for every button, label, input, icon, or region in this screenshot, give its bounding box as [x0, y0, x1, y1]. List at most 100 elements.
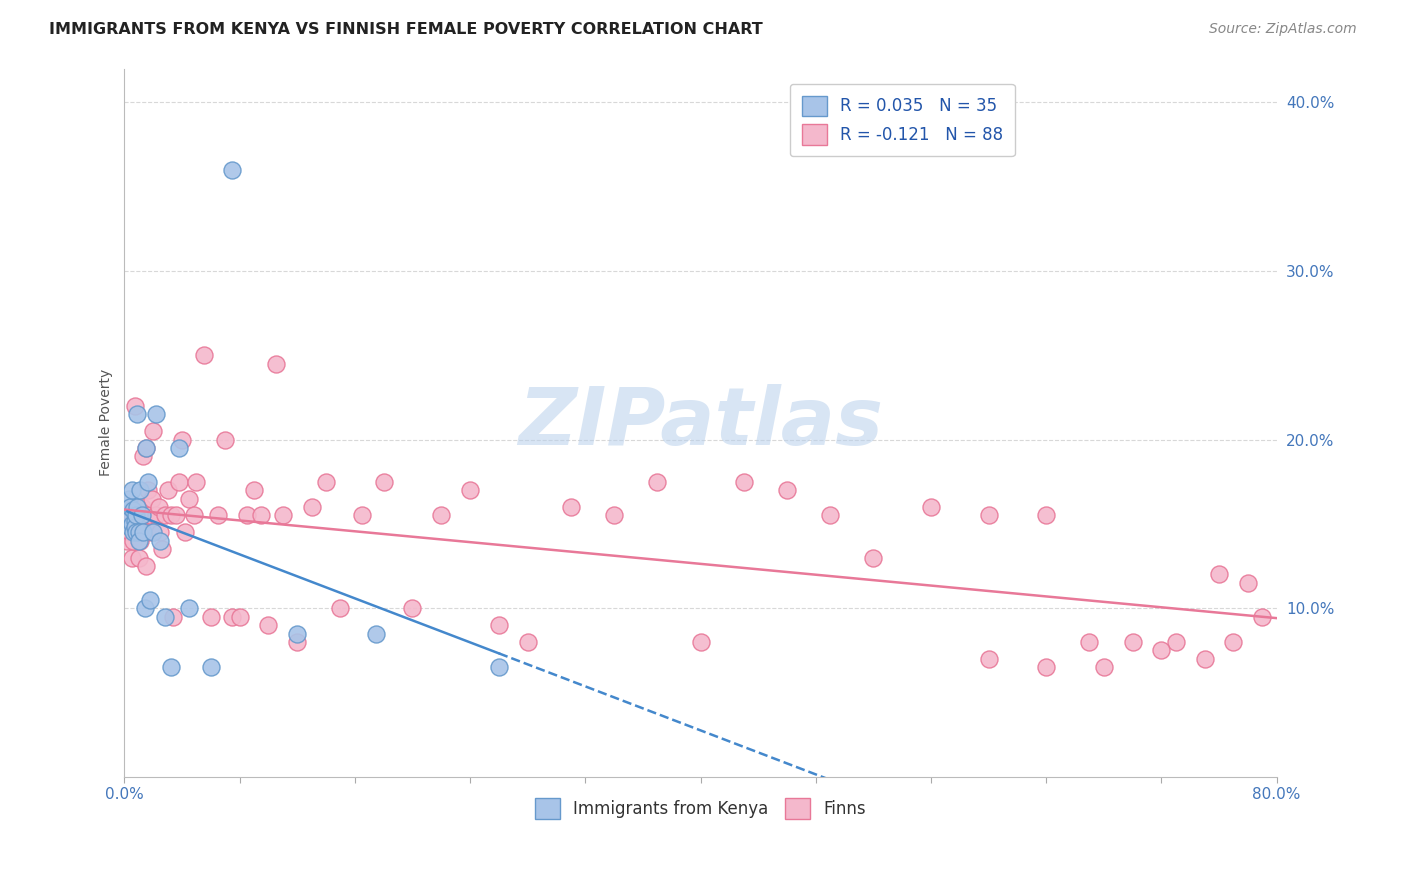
- Point: [603, 508, 626, 523]
- Point: [121, 550, 143, 565]
- Point: [127, 516, 149, 531]
- Point: [125, 508, 148, 523]
- Point: [193, 348, 215, 362]
- Point: [430, 508, 453, 523]
- Point: [179, 491, 201, 506]
- Point: [142, 525, 165, 540]
- Point: [131, 500, 153, 514]
- Point: [132, 525, 155, 540]
- Point: [125, 525, 148, 540]
- Point: [1035, 660, 1057, 674]
- Point: [689, 635, 711, 649]
- Point: [301, 500, 323, 514]
- Point: [136, 475, 159, 489]
- Point: [145, 508, 167, 523]
- Point: [1092, 660, 1115, 674]
- Point: [135, 441, 157, 455]
- Point: [236, 508, 259, 523]
- Point: [516, 635, 538, 649]
- Point: [148, 500, 170, 514]
- Point: [129, 483, 152, 498]
- Point: [1222, 635, 1244, 649]
- Point: [1208, 567, 1230, 582]
- Text: ZIPatlas: ZIPatlas: [517, 384, 883, 462]
- Point: [776, 483, 799, 498]
- Point: [862, 550, 884, 565]
- Point: [264, 357, 287, 371]
- Point: [149, 525, 172, 540]
- Point: [458, 483, 481, 498]
- Point: [156, 483, 179, 498]
- Point: [1251, 609, 1274, 624]
- Point: [162, 609, 184, 624]
- Point: [352, 508, 374, 523]
- Point: [141, 491, 163, 506]
- Point: [200, 660, 222, 674]
- Point: [977, 652, 1000, 666]
- Point: [170, 433, 193, 447]
- Point: [1035, 508, 1057, 523]
- Point: [135, 441, 157, 455]
- Point: [131, 508, 153, 523]
- Point: [165, 508, 187, 523]
- Point: [329, 601, 352, 615]
- Point: [366, 626, 388, 640]
- Y-axis label: Female Poverty: Female Poverty: [100, 369, 114, 476]
- Point: [122, 533, 145, 548]
- Point: [127, 500, 149, 514]
- Point: [1078, 635, 1101, 649]
- Point: [124, 514, 146, 528]
- Point: [153, 508, 176, 523]
- Point: [1194, 652, 1216, 666]
- Point: [200, 609, 222, 624]
- Point: [121, 483, 143, 498]
- Point: [920, 500, 942, 514]
- Point: [221, 162, 243, 177]
- Point: [271, 508, 294, 523]
- Point: [120, 525, 142, 540]
- Point: [207, 508, 229, 523]
- Point: [131, 508, 153, 523]
- Point: [145, 407, 167, 421]
- Point: [221, 609, 243, 624]
- Point: [142, 424, 165, 438]
- Point: [138, 508, 160, 523]
- Point: [159, 508, 181, 523]
- Point: [243, 483, 266, 498]
- Point: [128, 550, 150, 565]
- Point: [125, 508, 148, 523]
- Point: [250, 508, 273, 523]
- Point: [560, 500, 582, 514]
- Point: [117, 533, 139, 548]
- Point: [150, 542, 173, 557]
- Point: [122, 500, 145, 514]
- Text: IMMIGRANTS FROM KENYA VS FINNISH FEMALE POVERTY CORRELATION CHART: IMMIGRANTS FROM KENYA VS FINNISH FEMALE …: [49, 22, 763, 37]
- Point: [128, 525, 150, 540]
- Point: [121, 508, 143, 523]
- Point: [257, 618, 280, 632]
- Point: [118, 516, 141, 531]
- Point: [228, 609, 250, 624]
- Point: [1236, 575, 1258, 590]
- Point: [167, 441, 190, 455]
- Text: Source: ZipAtlas.com: Source: ZipAtlas.com: [1209, 22, 1357, 37]
- Point: [167, 475, 190, 489]
- Point: [183, 508, 205, 523]
- Point: [149, 533, 172, 548]
- Point: [135, 559, 157, 574]
- Point: [128, 525, 150, 540]
- Point: [285, 626, 308, 640]
- Point: [121, 516, 143, 531]
- Point: [120, 500, 142, 514]
- Point: [977, 508, 1000, 523]
- Point: [214, 433, 236, 447]
- Point: [159, 660, 181, 674]
- Point: [122, 525, 145, 540]
- Point: [134, 601, 156, 615]
- Point: [186, 475, 208, 489]
- Point: [124, 520, 146, 534]
- Point: [136, 483, 159, 498]
- Point: [818, 508, 841, 523]
- Point: [117, 508, 139, 523]
- Point: [124, 399, 146, 413]
